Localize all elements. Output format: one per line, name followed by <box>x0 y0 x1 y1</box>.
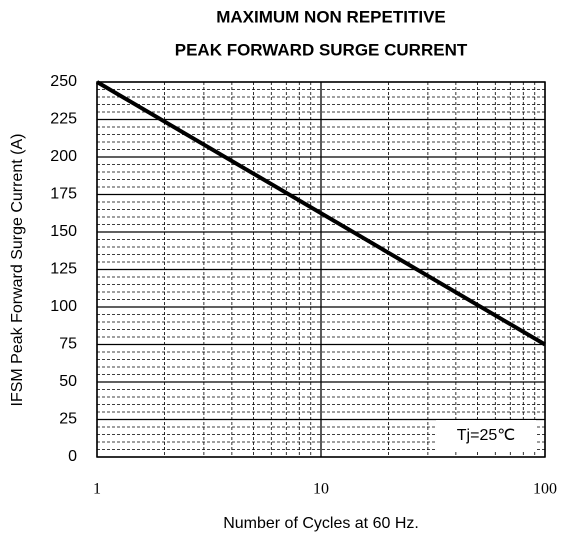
data-line <box>95 80 547 347</box>
y-tick-label: 250 <box>50 73 77 90</box>
annotation-box <box>436 420 536 450</box>
x-axis-label: Number of Cycles at 60 Hz. <box>223 515 419 532</box>
chart-title: PEAK FORWARD SURGE CURRENT <box>175 40 468 59</box>
annotation: Tj=25℃ <box>457 427 515 444</box>
y-axis-label: IFSM Peak Forward Surge Current (A) <box>9 134 26 407</box>
x-tick-label: 1 <box>93 481 101 498</box>
y-tick-label: 150 <box>50 223 77 240</box>
y-tick-label: 125 <box>50 261 77 278</box>
y-tick-label: 0 <box>68 448 77 465</box>
y-tick-label: 100 <box>50 298 77 315</box>
x-tick-label: 10 <box>313 481 329 498</box>
y-tick-label: 175 <box>50 186 77 203</box>
chart-title: MAXIMUM NON REPETITIVE <box>216 7 446 26</box>
y-tick-label: 50 <box>59 373 77 390</box>
x-tick-label: 100 <box>533 481 557 498</box>
y-tick-label: 225 <box>50 111 77 128</box>
y-tick-label: 75 <box>59 336 77 353</box>
plot-frame <box>96 81 546 458</box>
y-tick-label: 200 <box>50 148 77 165</box>
y-tick-label: 25 <box>59 411 77 428</box>
